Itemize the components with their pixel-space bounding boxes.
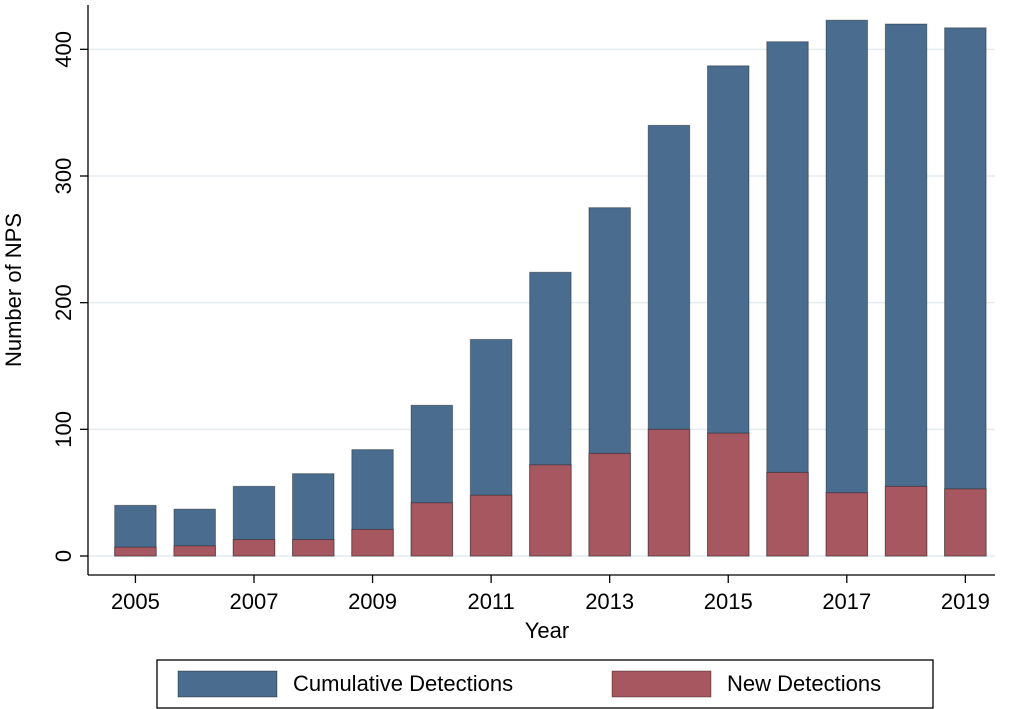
x-tick-label: 2007 bbox=[230, 589, 279, 614]
bar bbox=[706, 432, 750, 557]
legend-swatch bbox=[611, 670, 712, 698]
x-tick-label: 2015 bbox=[704, 589, 753, 614]
bar bbox=[884, 23, 928, 557]
y-tick-label: 100 bbox=[51, 411, 76, 448]
bar bbox=[588, 452, 631, 557]
legend-swatch bbox=[177, 670, 278, 698]
bar bbox=[944, 488, 987, 557]
x-tick-label: 2009 bbox=[348, 589, 397, 614]
bar bbox=[766, 471, 809, 557]
bar bbox=[825, 19, 869, 557]
bar bbox=[173, 545, 216, 557]
bar bbox=[114, 546, 157, 557]
bar bbox=[766, 41, 809, 557]
bar bbox=[647, 428, 691, 557]
y-axis-title: Number of NPS bbox=[1, 213, 26, 367]
x-tick-label: 2019 bbox=[941, 589, 990, 614]
x-tick-label: 2017 bbox=[822, 589, 871, 614]
x-tick-label: 2011 bbox=[467, 589, 514, 614]
bar bbox=[410, 502, 454, 557]
bar bbox=[884, 485, 928, 557]
legend-label: New Detections bbox=[727, 671, 881, 696]
bar bbox=[825, 492, 869, 557]
y-tick-label: 400 bbox=[51, 31, 76, 68]
legend-label: Cumulative Detections bbox=[293, 671, 513, 696]
legend-box bbox=[156, 659, 934, 709]
bar bbox=[469, 494, 513, 557]
y-tick-label: 0 bbox=[51, 550, 76, 562]
bar bbox=[529, 464, 572, 557]
bar bbox=[351, 528, 394, 557]
x-tick-label: 2005 bbox=[111, 589, 160, 614]
y-tick-label: 300 bbox=[51, 158, 76, 195]
bar bbox=[292, 539, 335, 557]
y-tick-label: 200 bbox=[51, 284, 76, 321]
bar bbox=[232, 539, 276, 557]
x-axis-title: Year bbox=[525, 618, 569, 643]
bar bbox=[944, 27, 987, 557]
x-tick-label: 2013 bbox=[585, 589, 634, 614]
